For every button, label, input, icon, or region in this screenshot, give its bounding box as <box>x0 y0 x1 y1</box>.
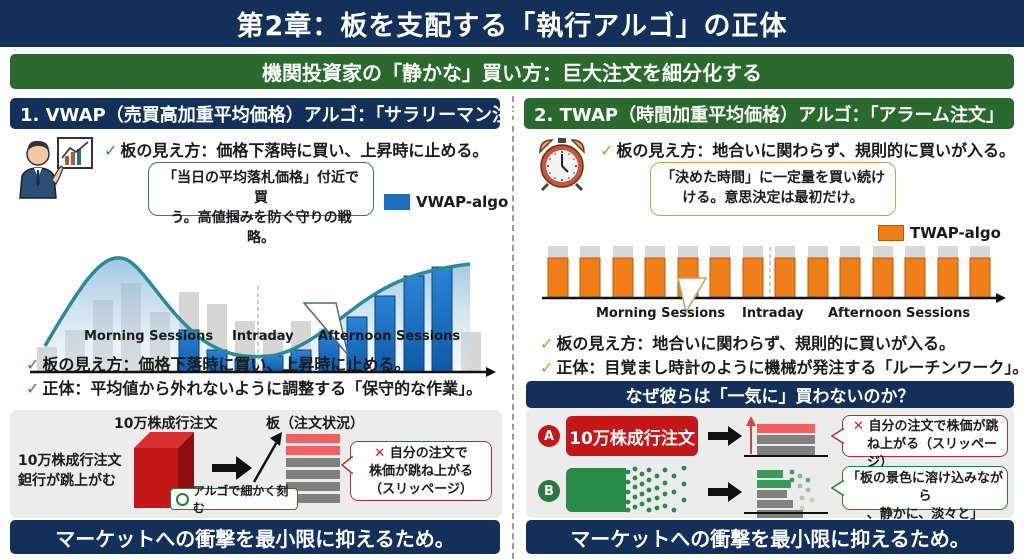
order-book-row <box>757 446 815 455</box>
arrow-right-icon <box>212 456 252 480</box>
circle-icon <box>176 492 189 506</box>
order-book-row <box>286 470 340 479</box>
slippage-callout: ✕ 自分の注文で 株価が跳ね上がる （スリッページ） <box>350 441 492 501</box>
twap-chart <box>542 246 1006 303</box>
vwap-panel: 1. VWAP（売買高加重平均価格）アルゴ：「サラリーマン注文」 ✓ 板の見え方：… <box>0 96 546 559</box>
order-book-b <box>757 470 803 518</box>
x-label-intraday: Intraday <box>232 329 294 344</box>
large-order-pill: 10万株成行注文 <box>566 416 698 456</box>
order-book-row-red <box>757 424 815 433</box>
order-book-stack <box>286 434 340 503</box>
order-book-row-green <box>757 480 791 488</box>
rising-arrow-icon <box>746 416 756 454</box>
vwap-chart <box>30 256 496 377</box>
vwap-heading: 1. VWAP（売買高加重平均価格）アルゴ：「サラリーマン注文」 <box>10 98 546 129</box>
blend-in-callout-b: 「板の景色に溶け込みながら 、静かに、淡々と」 <box>842 466 1008 522</box>
badge-b: B <box>538 480 560 502</box>
order-book-row-red <box>286 446 340 455</box>
algo-slicing-tag: アルゴで細かく刻む <box>170 484 298 515</box>
baseline <box>744 512 828 514</box>
section-divider <box>512 96 514 559</box>
legend-swatch <box>878 225 904 241</box>
why-heading: なぜ彼らは「一気に」買わないのか？ <box>526 381 1014 408</box>
check-icon: ✓ <box>26 379 40 398</box>
check-icon: ✓ <box>540 334 554 353</box>
order-book-row <box>757 500 793 508</box>
vwap-bullet-1: ✓ 板の見え方：価格下落時に買い、上昇時に止める。 <box>26 355 411 374</box>
bubble-tail <box>677 277 708 314</box>
slippage-callout-a: ✕ 自分の注文で株価が跳 ね上がる（スリッページ） <box>842 415 1008 470</box>
businessman-chart-icon <box>19 137 93 199</box>
twap-bullet-1: ✓ 板の見え方：地合いに関わらず、規則的に買いが入る。 <box>540 334 955 353</box>
x-label-afternoon: Afternoon Sessions <box>828 306 971 321</box>
x-label-morning: Morning Sessions <box>596 306 726 321</box>
twap-panel: 2. TWAP（時間加重平均価格）アルゴ：「アラーム注文」 ✓ 板の見え方：地合い… <box>516 96 1024 559</box>
dissolving-dots-icon <box>789 469 815 511</box>
order-book-row <box>757 490 787 498</box>
vwap-bottom-conclusion: マーケットへの衝撃を最小限に抑えるため。 <box>10 520 500 554</box>
twap-bullet-2: ✓ 正体：目覚まし時計のように機械が発注する「ルーチンワーク」。 <box>540 358 1024 377</box>
order-book-row <box>286 458 340 467</box>
page-title: 第2章：板を支配する「執行アルゴ」の正体 <box>0 0 1024 47</box>
cross-icon: ✕ <box>374 446 386 461</box>
side-label-1: 10万株成行注文 <box>18 453 122 469</box>
twap-heading: 2. TWAP（時間加重平均価格）アルゴ：「アラーム注文」 <box>524 98 1014 129</box>
check-icon: ✓ <box>104 141 118 160</box>
callout-tail <box>831 480 844 496</box>
bubble-tail <box>302 302 349 356</box>
order-book-row <box>286 494 340 503</box>
order-book-row <box>757 435 815 444</box>
twap-top-point: ✓ 板の見え方：地合いに関わらず、規則的に買いが入る。 <box>600 141 1015 160</box>
vwap-legend: VWAP-algo <box>384 193 508 211</box>
order-book-a <box>757 424 815 455</box>
x-label-intraday: Intraday <box>742 306 804 321</box>
alarm-clock-icon <box>539 138 585 192</box>
check-icon: ✓ <box>600 141 614 160</box>
baseline <box>744 455 828 457</box>
vwap-speech-bubble: 「当日の平均落札価格」付近で買 う。高値掴みを防ぐ守りの戦略。 <box>148 162 374 246</box>
arrow-right-icon <box>708 482 742 502</box>
side-label-2: 鉭行が跳上がむ <box>18 473 116 489</box>
scattered-dots-icon <box>625 466 687 513</box>
page-subtitle: 機関投資家の「静かな」買い方：巨大注文を細分化する <box>10 54 1014 89</box>
callout-tail <box>341 456 353 474</box>
x-label-afternoon: Afternoon Sessions <box>318 329 461 344</box>
order-book-row-red <box>286 434 340 443</box>
arrow-right-icon <box>708 426 742 446</box>
order-title: 10万株成行注文 <box>114 416 218 432</box>
twap-bottom-conclusion: マーケットへの衝撃を最小限に抑えるため。 <box>526 520 1014 554</box>
check-icon: ✓ <box>26 355 40 374</box>
rising-arrow-icon <box>252 432 282 483</box>
legend-swatch <box>384 194 410 210</box>
order-book-row-green <box>757 470 783 478</box>
cross-icon: ✕ <box>853 419 864 434</box>
x-label-morning: Morning Sessions <box>84 329 214 344</box>
twap-speech-bubble: 「決めた時間」に一定量を買い続け ける。意思決定は最初だけ。 <box>650 162 896 216</box>
callout-tail <box>831 428 844 444</box>
order-book-row <box>286 482 340 491</box>
twap-legend: TWAP-algo <box>878 224 1001 242</box>
sliced-order-block <box>566 468 626 512</box>
check-icon: ✓ <box>540 358 554 377</box>
badge-a: A <box>538 425 560 447</box>
board-title: 板（注文状況） <box>266 416 364 432</box>
order-book-row <box>757 510 803 518</box>
vwap-top-point: ✓ 板の見え方：価格下落時に買い、上昇時に止める。 <box>104 141 489 160</box>
vwap-bullet-2: ✓ 正体：平均値から外れないように調整する「保守的な作業」。 <box>26 379 483 398</box>
